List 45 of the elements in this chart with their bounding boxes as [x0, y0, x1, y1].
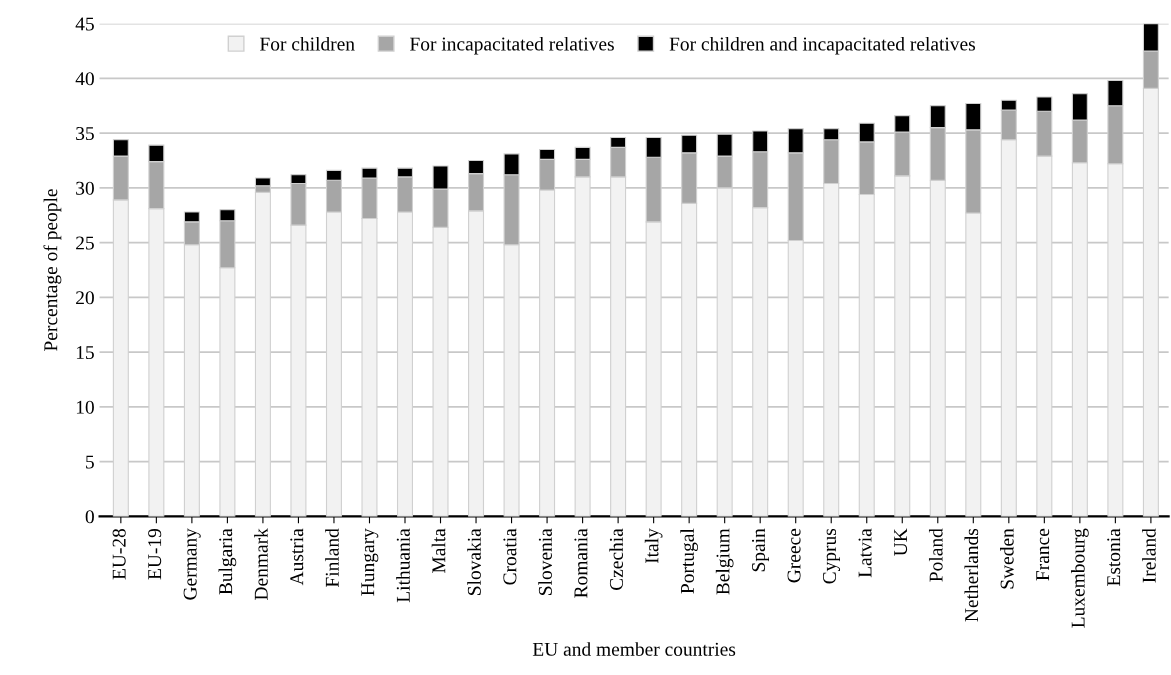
- legend-label: For incapacitated relatives: [410, 36, 614, 55]
- x-tick-label: Poland: [928, 528, 943, 582]
- x-tick-label: EU-28: [112, 528, 126, 580]
- legend-label: For children and incapacitated relatives: [669, 36, 976, 55]
- x-tick-label: Czechia: [609, 528, 623, 590]
- y-axis-title: Percentage of people: [43, 189, 62, 351]
- x-tick-label: Luxembourg: [1071, 528, 1089, 628]
- x-tick-label: Portugal: [680, 528, 698, 594]
- y-tick-label: 40: [75, 72, 94, 86]
- x-tick-label: Greece: [787, 528, 801, 583]
- x-tick-label: Finland: [325, 528, 339, 588]
- x-tick-label: Germany: [183, 528, 201, 600]
- x-tick-label: UK: [894, 528, 908, 556]
- x-tick-label: Malta: [431, 528, 446, 573]
- x-tick-label: Sweden: [1000, 528, 1014, 589]
- x-tick-label: Lithuania: [396, 528, 410, 603]
- y-tick-label: 10: [76, 400, 94, 414]
- x-tick-label: EU-19: [148, 528, 162, 580]
- x-tick-label: Belgium: [715, 528, 734, 595]
- x-tick-label: Ireland: [1142, 528, 1156, 583]
- x-tick-label: France: [1036, 528, 1050, 581]
- x-tick-label: Austria: [290, 528, 304, 586]
- x-tick-label: Netherlands: [964, 528, 979, 622]
- x-tick-label: Slovenia: [538, 528, 552, 595]
- x-axis-title: EU and member countries: [532, 642, 736, 656]
- x-tick-label: Cyprus: [822, 528, 841, 584]
- x-tick-label: Latvia: [858, 528, 872, 578]
- x-tick-label: Croatia: [503, 528, 517, 585]
- x-tick-label: Spain: [751, 528, 770, 572]
- y-tick-label: 35: [76, 127, 94, 141]
- y-tick-label: 25: [76, 236, 94, 250]
- y-tick-label: 0: [85, 510, 94, 524]
- x-tick-label: Italy: [644, 528, 663, 564]
- x-tick-label: Romania: [574, 528, 588, 598]
- x-tick-label: Bulgaria: [218, 528, 237, 595]
- y-tick-label: 5: [86, 455, 94, 469]
- legend-label: For children: [259, 36, 355, 51]
- y-tick-label: 20: [76, 291, 94, 305]
- x-tick-label: Hungary: [361, 528, 379, 596]
- x-tick-label: Denmark: [254, 528, 268, 600]
- x-tick-label: Estonia: [1107, 528, 1121, 586]
- y-tick-label: 30: [76, 181, 94, 195]
- x-tick-label: Slovakia: [467, 528, 481, 595]
- y-tick-label: 45: [75, 17, 94, 31]
- y-tick-label: 15: [76, 346, 94, 360]
